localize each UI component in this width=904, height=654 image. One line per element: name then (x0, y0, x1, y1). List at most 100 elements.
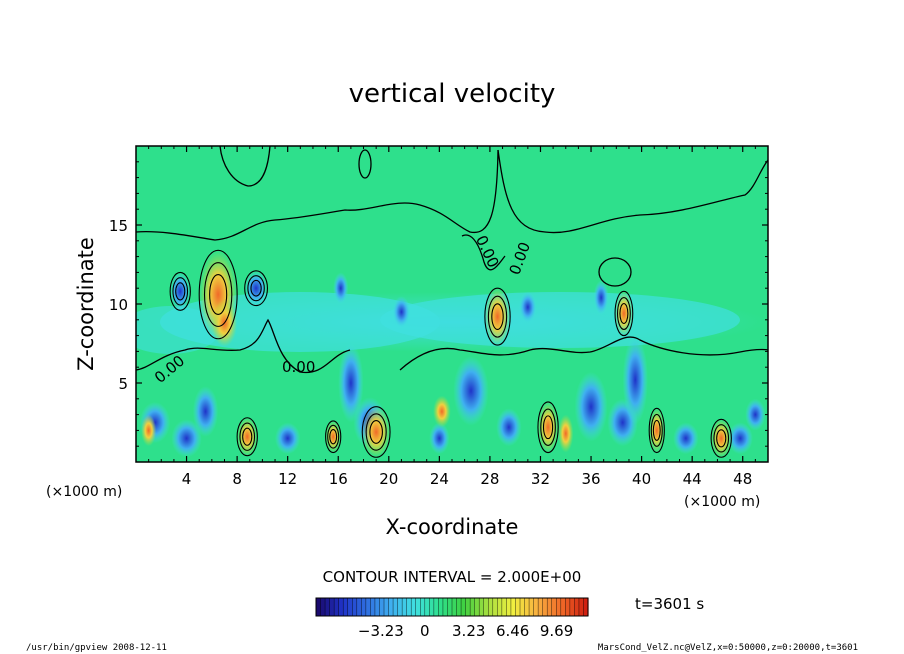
colorbar-swatch (506, 598, 512, 616)
contour-ring (542, 415, 554, 440)
zero-contours (136, 146, 768, 374)
colorbar-swatch (442, 598, 449, 616)
contour-label: 0.00 (282, 358, 315, 376)
y-axis: 5 10 15 (109, 161, 768, 447)
colorbar-swatch (560, 598, 566, 616)
colorbar-swatch (465, 598, 471, 616)
x-tick-label: 44 (683, 470, 702, 488)
y-tick-label: 15 (109, 217, 128, 235)
updraft-cell (433, 395, 451, 428)
contour-ring (175, 282, 186, 301)
contour-ring (369, 420, 383, 444)
colorbar-tick-label: 0 (420, 622, 430, 640)
colorbar-swatch (438, 598, 444, 616)
colorbar-swatch (533, 598, 539, 616)
colorbar-swatch (488, 598, 494, 616)
footer-right: MarsCond_VelZ.nc@VelZ,x=0:50000,z=0:2000… (598, 643, 858, 653)
contour-ring (713, 424, 730, 453)
updraft-cell (558, 414, 574, 453)
zero-contour-line (136, 318, 351, 374)
colorbar-swatch (452, 598, 458, 616)
colorbar-swatch (356, 598, 362, 616)
zero-contour-line (497, 149, 768, 234)
colorbar-swatch (347, 598, 353, 616)
colorbar-swatch (429, 598, 435, 616)
contour-ring (487, 295, 508, 338)
colorbar-swatch (424, 598, 430, 616)
downdraft-cell (622, 335, 648, 425)
colorbar (315, 598, 589, 616)
y-tick-label: 10 (109, 296, 128, 314)
contour-ring (361, 406, 391, 458)
colorbar-swatch (388, 598, 394, 616)
colorbar-swatch (334, 598, 340, 616)
colorbar-swatch (583, 598, 589, 616)
colorbar-swatch (461, 598, 467, 616)
colorbar-swatch (542, 598, 548, 616)
colorbar-swatch (352, 598, 358, 616)
time-label: t=3601 s (635, 595, 704, 613)
colorbar-swatch (365, 598, 371, 616)
colorbar-swatch (497, 598, 503, 616)
plot-area: 0.00 0.00 0.00 0.00 (136, 146, 768, 462)
downdraft-cell (496, 408, 522, 447)
colorbar-frame (315, 597, 589, 617)
downdraft-cell (518, 291, 537, 323)
x-tick-label: 40 (632, 470, 651, 488)
colorbar-swatch (479, 598, 485, 616)
contour-ring (365, 413, 387, 451)
x-tick-label: 36 (581, 470, 600, 488)
zero-contour-line (461, 234, 506, 271)
colorbar-swatch (415, 598, 421, 616)
colorbar-swatch (370, 598, 376, 616)
downdraft-cell (192, 386, 219, 437)
x-unit-left: (×1000 m) (46, 484, 122, 500)
x-tick-label: 20 (379, 470, 398, 488)
x-unit-right: (×1000 m) (684, 494, 760, 510)
colorbar-swatch (492, 598, 498, 616)
contour-ring (650, 413, 663, 447)
x-axis: 4 8 12 16 20 24 28 32 36 40 44 48 (148, 146, 756, 488)
downdraft-cell (593, 280, 609, 316)
colorbar-swatch (569, 598, 575, 616)
colorbar-swatch (320, 598, 326, 616)
zero-contour-line (598, 257, 632, 287)
colorbar-swatch (538, 598, 544, 616)
colorbar-swatch (343, 598, 349, 616)
contour-ring (172, 277, 189, 306)
colorbar-swatch (578, 598, 585, 616)
downdraft-cell (333, 272, 349, 305)
contour-interval-text: CONTOUR INTERVAL = 2.000E+00 (323, 568, 582, 586)
downdraft-cell (727, 422, 753, 455)
x-tick-label: 48 (733, 470, 752, 488)
colorbar-swatch (338, 598, 344, 616)
contour-ring (239, 422, 256, 451)
colorbar-swatch (470, 598, 476, 616)
contour-ring (614, 290, 634, 337)
zero-contour-line (399, 336, 768, 371)
downdraft-cell (275, 422, 301, 455)
colorbar-swatch (447, 598, 453, 616)
downdraft-cell (338, 343, 364, 423)
chart-title: vertical velocity (349, 79, 556, 109)
colorbar-swatch (456, 598, 462, 616)
colorbar-swatch (397, 598, 403, 616)
colorbar-swatch (524, 598, 530, 616)
colorbar-swatch (402, 598, 408, 616)
downdraft-cell (745, 398, 766, 431)
contour-ring (710, 418, 732, 458)
contour-ring (652, 419, 661, 441)
colorbar-tick-label: 9.69 (540, 622, 573, 640)
x-tick-label: 8 (232, 470, 242, 488)
x-tick-label: 4 (182, 470, 192, 488)
downdraft-cell (453, 356, 489, 426)
contour-ring (250, 279, 262, 297)
colorbar-swatch (374, 598, 381, 616)
x-tick-label: 32 (531, 470, 550, 488)
x-tick-label: 28 (480, 470, 499, 488)
footer-left: /usr/bin/gpview 2008-12-11 (26, 643, 167, 653)
colorbar-swatch (325, 598, 331, 616)
contour-ring (236, 417, 258, 457)
x-axis-label: X-coordinate (386, 515, 519, 539)
